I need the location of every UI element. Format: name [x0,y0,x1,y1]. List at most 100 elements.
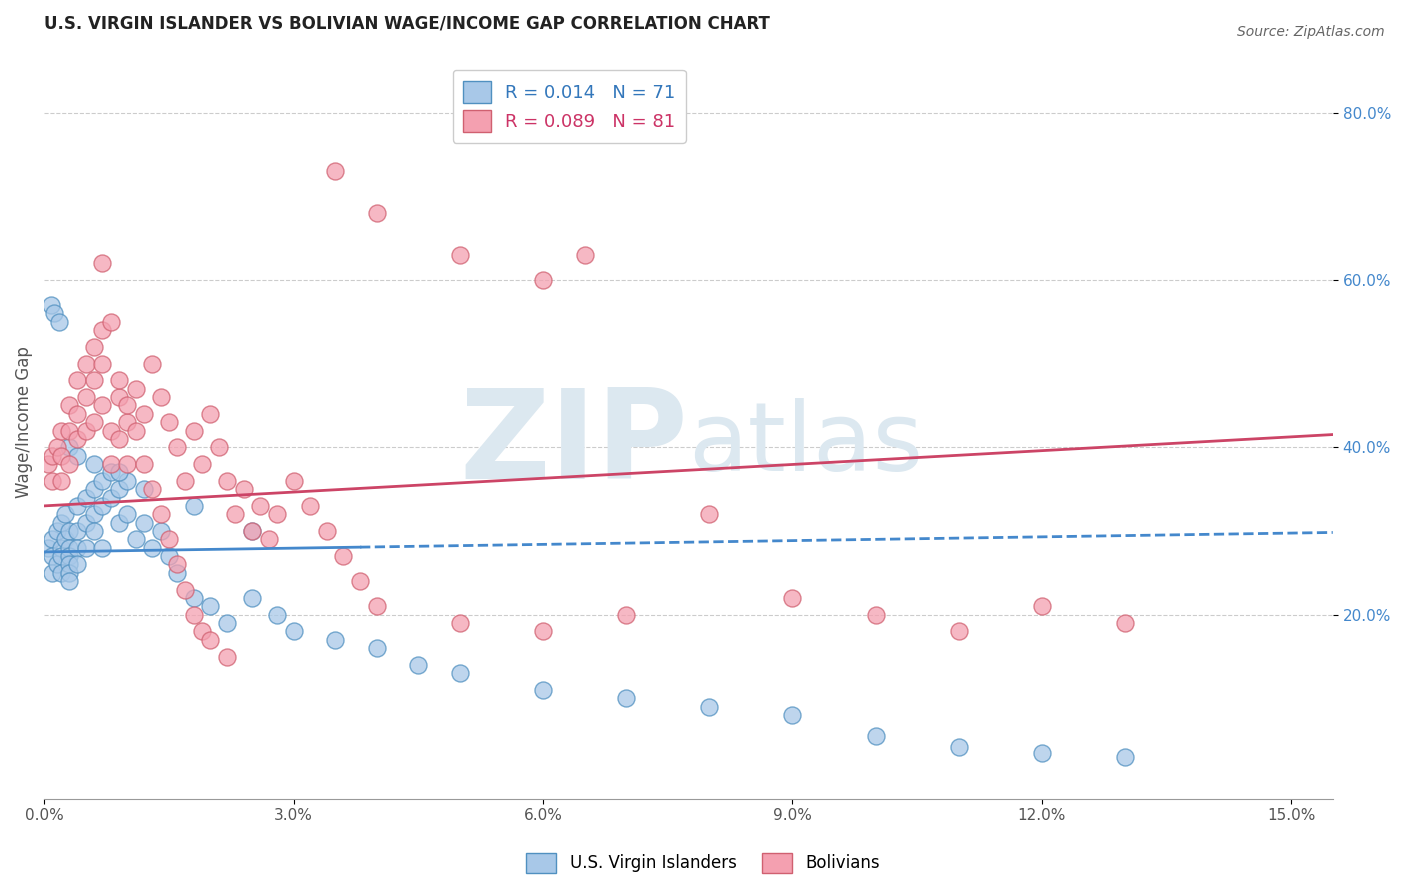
Point [315,524,337,538]
Point [49,566,72,580]
Point [58,549,80,563]
Point [91,357,114,371]
Legend: R = 0.014   N = 71, R = 0.089   N = 81: R = 0.014 N = 71, R = 0.089 N = 81 [453,70,686,143]
Point [91,474,114,488]
Point [124,424,146,438]
Point [141,357,163,371]
Point [39,298,62,312]
Point [58,541,80,555]
Point [240,591,263,605]
Text: U.S. VIRGIN ISLANDER VS BOLIVIAN WAGE/INCOME GAP CORRELATION CHART: U.S. VIRGIN ISLANDER VS BOLIVIAN WAGE/IN… [44,15,770,33]
Point [865,729,887,743]
Point [141,482,163,496]
Point [283,474,305,488]
Point [132,457,155,471]
Point [166,566,188,580]
Point [117,508,139,522]
Point [183,607,205,622]
Point [100,466,122,480]
Point [149,508,172,522]
Point [66,524,89,538]
Point [75,541,97,555]
Point [323,164,346,178]
Point [257,533,280,547]
Point [200,599,222,614]
Point [149,390,172,404]
Point [697,699,720,714]
Point [240,524,263,538]
Point [83,340,105,354]
Point [37,541,59,555]
Point [240,524,263,538]
Point [266,508,288,522]
Point [191,457,214,471]
Point [366,599,388,614]
Point [91,323,114,337]
Point [108,516,131,530]
Point [157,533,180,547]
Point [100,457,122,471]
Point [157,549,180,563]
Point [66,558,89,572]
Point [53,533,76,547]
Point [531,273,554,287]
Point [366,206,388,220]
Point [75,357,97,371]
Point [574,248,596,262]
Point [948,624,970,639]
Point [49,474,72,488]
Point [531,683,554,698]
Point [117,457,139,471]
Point [41,566,63,580]
Point [58,457,80,471]
Point [100,424,122,438]
Point [249,499,271,513]
Point [58,440,80,454]
Point [45,558,67,572]
Point [66,432,89,446]
Point [232,482,254,496]
Point [215,649,238,664]
Point [323,632,346,647]
Point [449,248,471,262]
Point [1114,615,1136,630]
Point [58,574,80,589]
Point [614,691,637,706]
Point [449,666,471,681]
Point [53,508,76,522]
Point [58,558,80,572]
Point [449,615,471,630]
Point [100,315,122,329]
Point [66,373,89,387]
Point [283,624,305,639]
Text: ZIP: ZIP [460,384,689,505]
Point [208,440,231,454]
Point [37,457,59,471]
Point [91,541,114,555]
Point [108,482,131,496]
Point [141,541,163,555]
Point [66,449,89,463]
Y-axis label: Wage/Income Gap: Wage/Income Gap [15,346,32,498]
Point [183,499,205,513]
Point [91,256,114,270]
Point [200,407,222,421]
Point [75,516,97,530]
Point [83,457,105,471]
Point [332,549,354,563]
Point [49,541,72,555]
Point [215,474,238,488]
Point [41,549,63,563]
Point [58,399,80,413]
Point [349,574,371,589]
Point [49,549,72,563]
Point [132,407,155,421]
Point [183,424,205,438]
Point [406,657,429,672]
Point [83,415,105,429]
Point [174,582,197,597]
Point [948,739,970,754]
Point [782,708,804,723]
Point [697,508,720,522]
Point [58,566,80,580]
